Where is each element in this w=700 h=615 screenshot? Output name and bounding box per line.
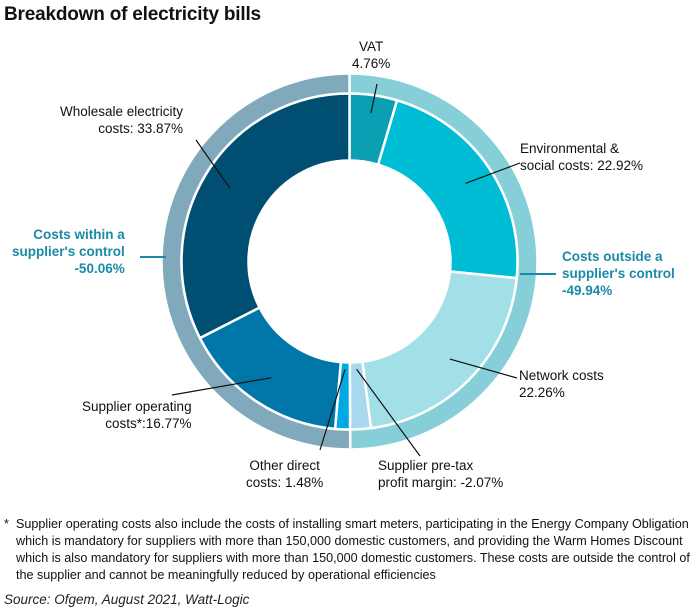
footnote: * Supplier operating costs also include … [4, 516, 694, 584]
footnote-text: Supplier operating costs also include th… [16, 517, 690, 582]
label-vat-name: VAT [359, 39, 384, 54]
leader-line [449, 358, 518, 379]
chart-title: Breakdown of electricity bills [4, 4, 261, 25]
source-note: Source: Ofgem, August 2021, Watt-Logic [4, 592, 250, 607]
slice-network-costs [361, 270, 519, 430]
label-profit-margin: Supplier pre-tax profit margin: -2.07% [378, 458, 504, 490]
leader-line [370, 83, 378, 114]
label-vat-pct: 4.76% [352, 56, 391, 71]
leader-line [171, 377, 272, 396]
label-vat: VAT 4.76% [352, 38, 390, 72]
label-environmental: Environmental & social costs: 22.92% [520, 141, 644, 173]
leader-line [195, 139, 231, 189]
slice-wholesale-electricity-costs [180, 92, 351, 340]
label-other-direct: Other direct costs: 1.48% [246, 458, 324, 490]
label-wholesale: Wholesale electricity costs: 33.87% [60, 104, 184, 136]
slice-environmental-social-costs [376, 98, 519, 280]
label-supplier-operating: Supplier operating costs*:16.77% [82, 399, 192, 431]
leader-line [465, 162, 521, 184]
leader-line [319, 369, 346, 451]
footnote-star: * [4, 517, 9, 531]
group-label-inside: Costs within a supplier's control -50.06… [12, 227, 125, 276]
label-network: Network costs 22.26% [519, 368, 604, 400]
group-label-outside: Costs outside a supplier's control -49.9… [562, 249, 675, 298]
leader-line [356, 368, 421, 457]
